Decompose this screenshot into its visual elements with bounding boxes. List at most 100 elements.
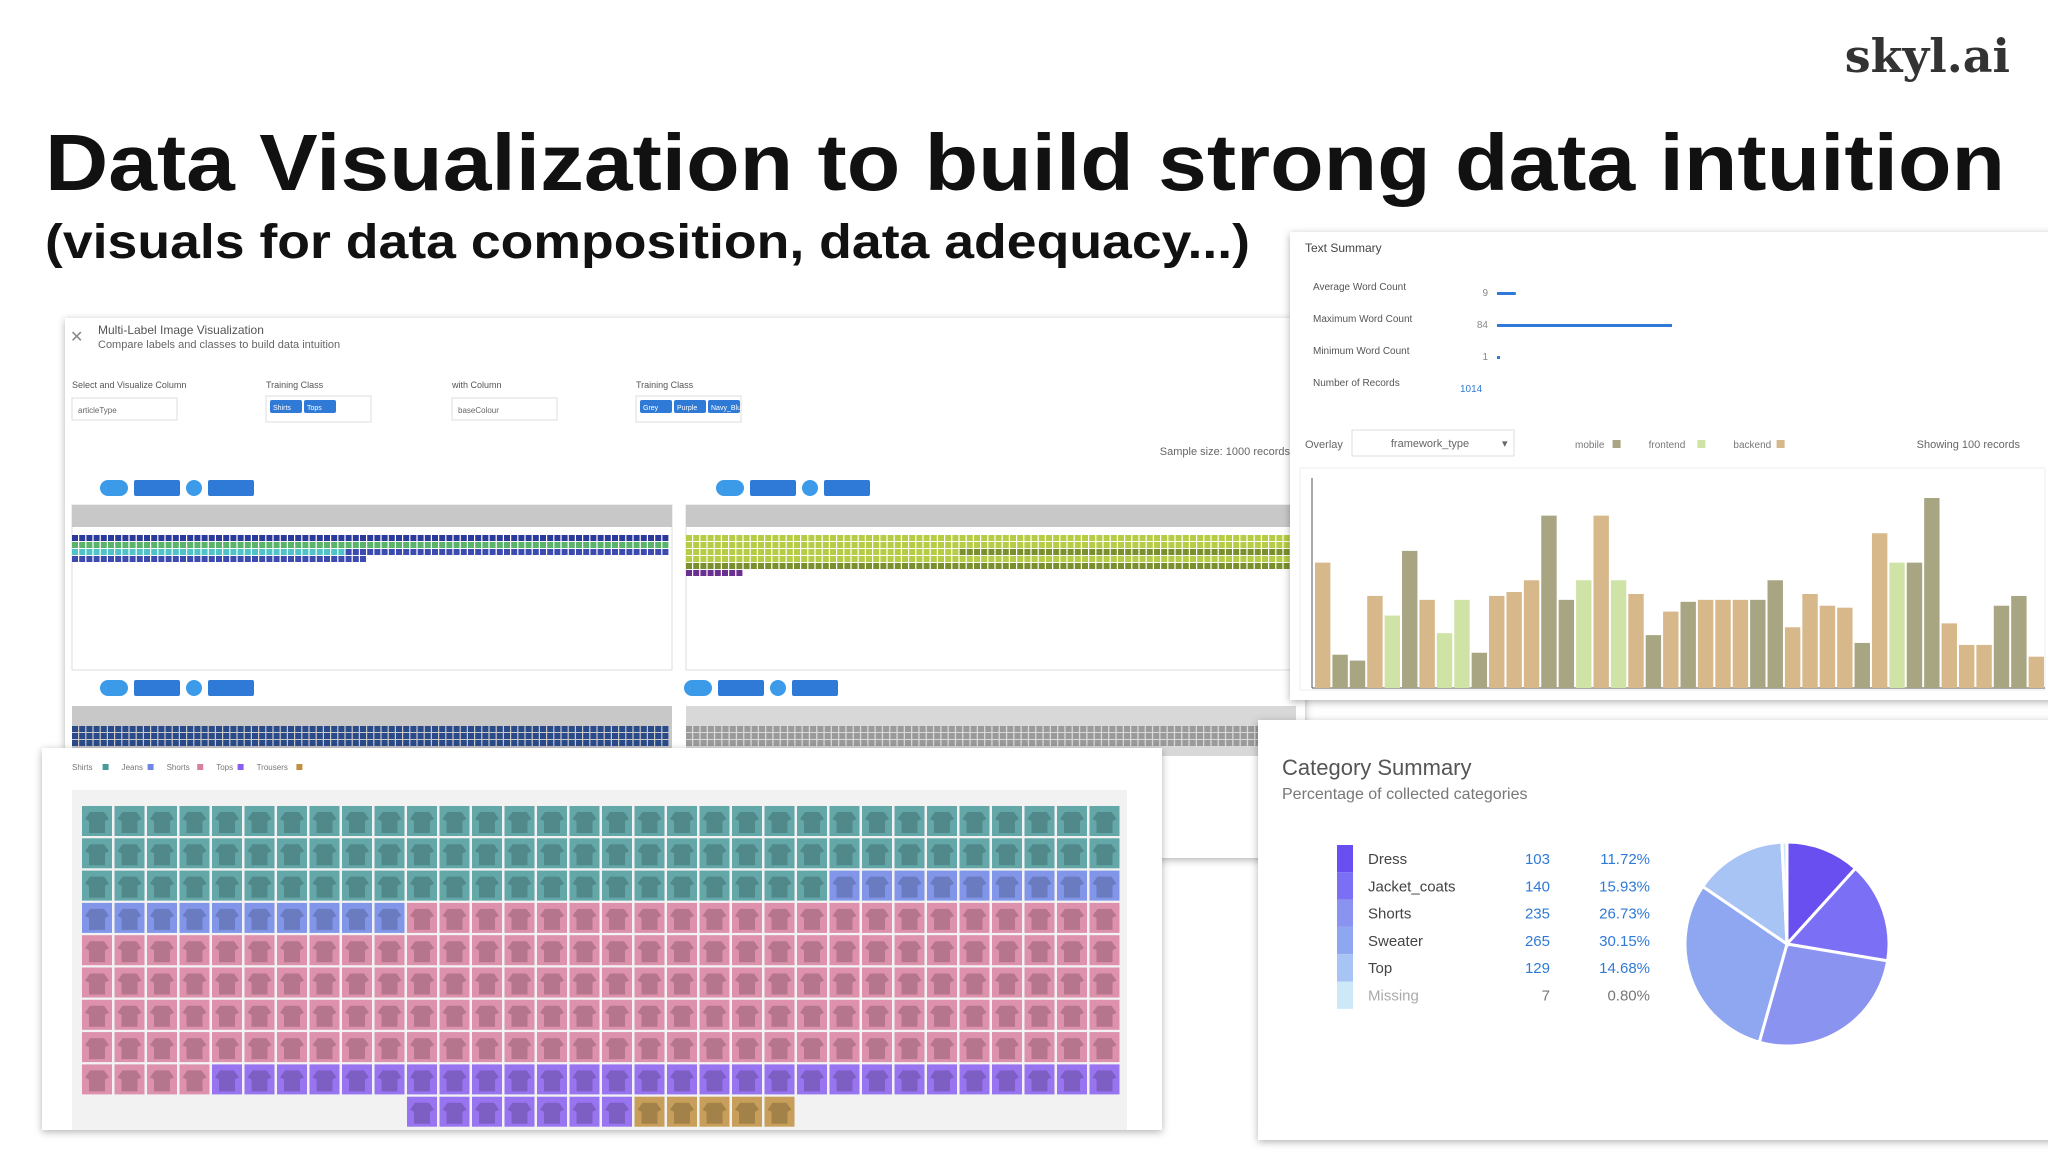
waffle-cell: [1067, 549, 1074, 555]
chip[interactable]: [640, 400, 672, 413]
image-tile: [569, 935, 600, 966]
waffle-cell: [930, 549, 937, 555]
image-tile: [1024, 967, 1055, 998]
waffle-cell: [439, 535, 446, 541]
section-chip[interactable]: [684, 680, 712, 696]
waffle-cell: [1102, 726, 1109, 732]
close-icon[interactable]: ✕: [70, 329, 83, 346]
garment-icon: [865, 812, 889, 833]
waffle-cell: [504, 535, 510, 541]
garment-icon: [637, 1102, 662, 1124]
garment-icon: [540, 908, 564, 930]
waffle-cell: [360, 726, 366, 732]
waffle-cell: [194, 556, 201, 562]
waffle-cell: [801, 563, 808, 569]
image-tile: [959, 902, 990, 933]
section-chip[interactable]: [134, 480, 180, 496]
section-chip[interactable]: [792, 680, 838, 696]
chip[interactable]: [708, 400, 740, 413]
chip[interactable]: [270, 400, 302, 413]
chip[interactable]: [674, 400, 706, 413]
waffle-cell: [324, 733, 330, 739]
waffle-cell: [446, 535, 453, 541]
control-label: with Column: [451, 380, 502, 390]
waffle-cell: [1067, 563, 1074, 569]
garment-icon: [865, 941, 889, 963]
overlay-dropdown[interactable]: [1351, 429, 1515, 457]
category-percent: 0.80%: [1607, 988, 1650, 1005]
garment-icon: [247, 876, 272, 898]
image-tile: [244, 1032, 275, 1063]
waffle-cell: [707, 740, 714, 746]
image-tile: [992, 902, 1022, 933]
waffle-cell: [765, 556, 772, 562]
section-chip[interactable]: [716, 480, 744, 496]
waffle-cell: [700, 740, 707, 746]
waffle-cell: [230, 726, 237, 732]
chip-label[interactable]: Grey: [643, 405, 659, 412]
waffle-cell: [381, 740, 388, 746]
section-chip[interactable]: [186, 480, 202, 496]
image-tile: [1024, 838, 1055, 869]
section-chip[interactable]: [186, 680, 202, 696]
dropdown-value[interactable]: baseColour: [458, 406, 499, 415]
section-chip[interactable]: [718, 680, 764, 696]
waffle-cell: [729, 549, 736, 555]
image-tile: [602, 935, 632, 966]
waffle-cell: [916, 542, 923, 548]
image-tile: [894, 902, 925, 933]
waffle-cell: [1046, 542, 1052, 548]
waffle-cell: [1154, 556, 1160, 562]
waffle-cell: [597, 535, 604, 541]
garment-icon: [605, 844, 629, 866]
section-chip[interactable]: [208, 680, 254, 696]
waffle-cell: [1024, 556, 1031, 562]
waffle-cell: [1132, 549, 1139, 555]
waffle-cell: [374, 740, 381, 746]
waffle-cell: [122, 542, 129, 548]
waffle-cell: [743, 556, 750, 562]
bar: [1837, 607, 1853, 688]
section-chip[interactable]: [134, 680, 180, 696]
waffle-cell: [302, 726, 309, 732]
image-tile: [1089, 1064, 1120, 1095]
waffle-cell: [1218, 535, 1225, 541]
waffle-cell: [504, 733, 510, 739]
waffle-cell: [995, 563, 1002, 569]
garment-icon: [897, 844, 922, 866]
section-chip[interactable]: [770, 680, 786, 696]
chip[interactable]: [304, 400, 336, 413]
overlay-value[interactable]: framework_type: [1391, 438, 1469, 450]
chip-label[interactable]: Shirts: [273, 405, 291, 412]
garment-icon: [215, 844, 239, 866]
waffle-cell: [1072, 740, 1079, 746]
dropdown-caret[interactable]: ▾: [1502, 438, 1508, 450]
section-chip[interactable]: [100, 480, 128, 496]
chip-label[interactable]: Navy_Blue: [711, 405, 745, 412]
waffle-cell: [309, 556, 316, 562]
section-chip[interactable]: [100, 680, 128, 696]
section-chip[interactable]: [802, 480, 818, 496]
waffle-cell: [165, 535, 172, 541]
section-chip[interactable]: [208, 480, 254, 496]
waffle-cell: [367, 733, 374, 739]
garment-icon: [572, 1070, 597, 1092]
waffle-cell: [794, 535, 800, 541]
chip-label[interactable]: Tops: [307, 405, 322, 412]
dropdown-value[interactable]: articleType: [78, 406, 117, 415]
waffle-cell: [288, 542, 294, 548]
waffle-cell: [1094, 733, 1101, 739]
waffle-cell: [1211, 549, 1218, 555]
chip-label[interactable]: Purple: [677, 405, 697, 412]
section-chip[interactable]: [750, 480, 796, 496]
garment-icon: [215, 876, 239, 898]
waffle-cell: [122, 726, 129, 732]
dropdown[interactable]: [451, 397, 558, 421]
waffle-cell: [1254, 549, 1261, 555]
dropdown[interactable]: [71, 397, 178, 421]
waffle-cell: [129, 740, 136, 746]
bar: [1610, 580, 1627, 688]
garment-icon: [117, 973, 142, 995]
section-chip[interactable]: [824, 480, 870, 496]
garment-icon: [1092, 844, 1117, 866]
